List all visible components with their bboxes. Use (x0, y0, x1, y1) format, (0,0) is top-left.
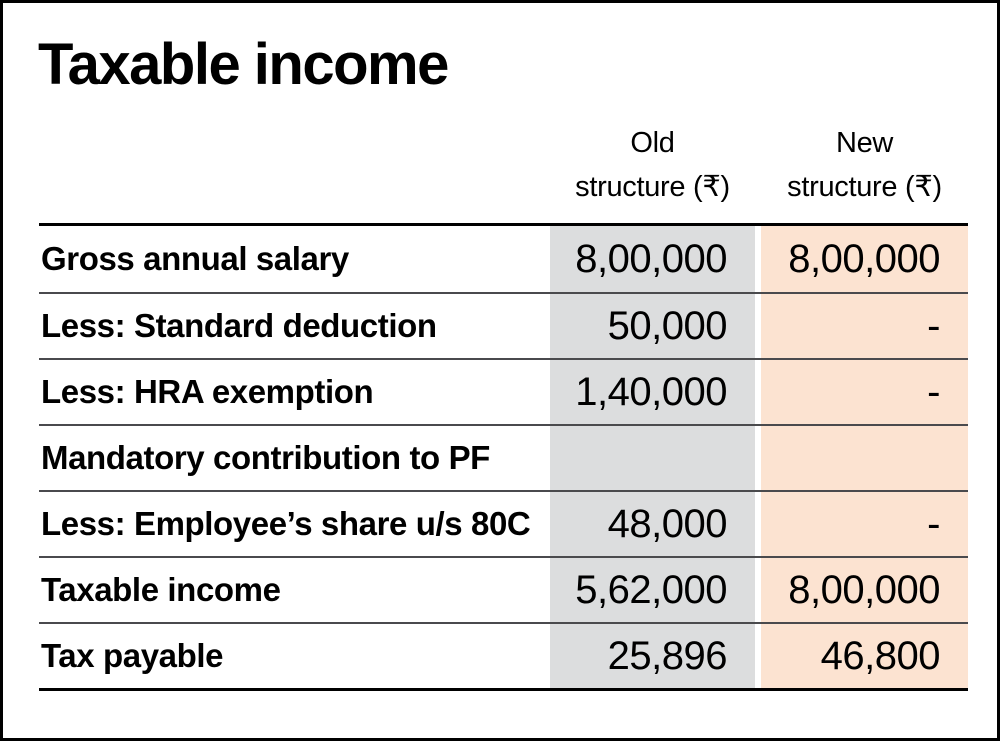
old-structure-value: 48,000 (550, 492, 755, 556)
old-structure-value: 8,00,000 (550, 226, 755, 292)
new-structure-value: - (761, 492, 968, 556)
column-header-new-structure: New structure (₹) (761, 121, 968, 209)
header-spacer (39, 121, 550, 209)
row-label: Less: Standard deduction (41, 307, 437, 344)
table-row-employee-share-80c: Less: Employee’s share u/s 80C 48,000 - (39, 490, 968, 556)
table-row-hra-exemption: Less: HRA exemption 1,40,000 - (39, 358, 968, 424)
table-row-taxable-income: Taxable income 5,62,000 8,00,000 (39, 556, 968, 622)
table-row-gross-annual-salary: Gross annual salary 8,00,000 8,00,000 (39, 226, 968, 292)
table-header: Old structure (₹) New structure (₹) (39, 121, 968, 209)
column-gap (755, 360, 761, 424)
column-gap (755, 226, 761, 292)
new-structure-value: 8,00,000 (761, 558, 968, 622)
old-structure-value: 1,40,000 (550, 360, 755, 424)
row-label: Mandatory contribution to PF (41, 439, 490, 476)
column-header-new-line2: structure (₹) (787, 171, 942, 203)
row-label: Tax payable (41, 637, 224, 674)
row-label: Taxable income (41, 571, 281, 608)
new-structure-value (761, 426, 968, 490)
column-header-old-line2: structure (₹) (575, 171, 730, 203)
row-label: Less: HRA exemption (41, 373, 374, 410)
table-row-tax-payable: Tax payable 25,896 46,800 (39, 622, 968, 688)
column-gap (755, 492, 761, 556)
table-row-standard-deduction: Less: Standard deduction 50,000 - (39, 292, 968, 358)
table-row-mandatory-contribution-pf: Mandatory contribution to PF (39, 424, 968, 490)
column-gap (755, 558, 761, 622)
column-gap (755, 624, 761, 688)
old-structure-value (550, 426, 755, 490)
column-gap (755, 426, 761, 490)
old-structure-value: 50,000 (550, 294, 755, 358)
column-header-old-line1: Old (630, 127, 675, 159)
column-header-new-line1: New (835, 127, 894, 159)
column-header-old-structure: Old structure (₹) (550, 121, 755, 209)
old-structure-value: 5,62,000 (550, 558, 755, 622)
new-structure-value: - (761, 294, 968, 358)
row-label: Gross annual salary (41, 240, 349, 277)
page-title: Taxable income (38, 32, 449, 97)
old-structure-value: 25,896 (550, 624, 755, 688)
new-structure-value: 8,00,000 (761, 226, 968, 292)
new-structure-value: - (761, 360, 968, 424)
new-structure-value: 46,800 (761, 624, 968, 688)
column-gap (755, 294, 761, 358)
row-label: Less: Employee’s share u/s 80C (41, 505, 531, 542)
tax-comparison-table: Gross annual salary 8,00,000 8,00,000 Le… (39, 223, 968, 691)
